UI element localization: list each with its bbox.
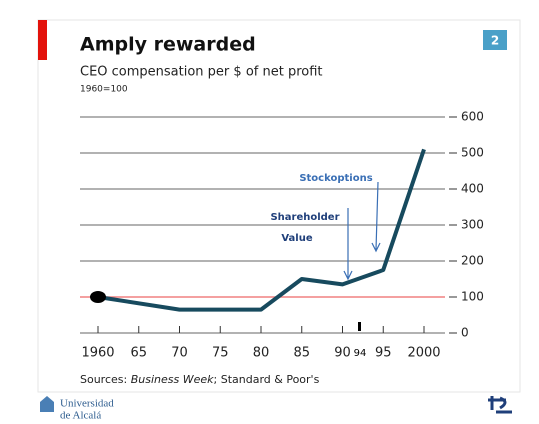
x-tick-label: 1960 bbox=[81, 346, 114, 361]
university-logo: Universidad de Alcalá bbox=[40, 396, 114, 422]
y-tick-label: 300 bbox=[461, 218, 484, 232]
x-tick-label: 95 bbox=[375, 346, 392, 361]
badge-number: 2 bbox=[491, 34, 499, 48]
y-tick-label: 200 bbox=[461, 254, 484, 268]
logo-mark bbox=[488, 396, 512, 414]
source-part: Business Week bbox=[131, 373, 214, 386]
y-tick-label: 100 bbox=[461, 290, 484, 304]
red-tag bbox=[38, 20, 47, 60]
data-line bbox=[97, 148, 426, 312]
y-tick-label: 500 bbox=[461, 146, 484, 160]
chart-subtitle: CEO compensation per $ of net profit bbox=[80, 65, 323, 80]
annotation: Shareholder bbox=[270, 212, 339, 223]
x-tick-label: 75 bbox=[212, 346, 229, 361]
x-tick-label: 90 bbox=[334, 346, 351, 361]
plot: 0 100 200 300 400 500 600 1960 65 70 75 80 85 90 95 200… bbox=[80, 110, 484, 361]
x-tick-label: 65 bbox=[130, 346, 147, 361]
logo-icon bbox=[40, 396, 54, 412]
annotation: 94 bbox=[354, 348, 367, 359]
source-part: Sources: bbox=[80, 373, 131, 386]
annotation: Stockoptions bbox=[299, 173, 372, 184]
annotation-arrow bbox=[343, 208, 353, 281]
chart-title: Amply rewarded bbox=[80, 34, 256, 56]
x-tick-label: 80 bbox=[253, 346, 270, 361]
source-part: ; Standard & Poor's bbox=[214, 373, 320, 386]
annotation: Value bbox=[281, 233, 312, 244]
x-tick-label: 2000 bbox=[407, 346, 440, 361]
y-tick-label: 0 bbox=[461, 326, 469, 340]
base-note: 1960=100 bbox=[80, 85, 128, 95]
badge bbox=[483, 30, 507, 50]
y-tick-label: 400 bbox=[461, 182, 484, 196]
y-tick-label: 600 bbox=[461, 110, 484, 124]
x-tick-label: 70 bbox=[171, 346, 188, 361]
chart-card bbox=[37, 19, 521, 393]
annotation-arrow bbox=[371, 181, 381, 253]
annotation-mark bbox=[358, 322, 361, 331]
logo-text: Universidad bbox=[60, 398, 114, 410]
institute-logo bbox=[488, 396, 512, 414]
x-tick-label: 85 bbox=[293, 346, 310, 361]
start-dot bbox=[90, 291, 106, 303]
source: Sources: Business Week; Standard & Poor'… bbox=[80, 373, 320, 386]
logo-text: de Alcalá bbox=[60, 410, 101, 422]
